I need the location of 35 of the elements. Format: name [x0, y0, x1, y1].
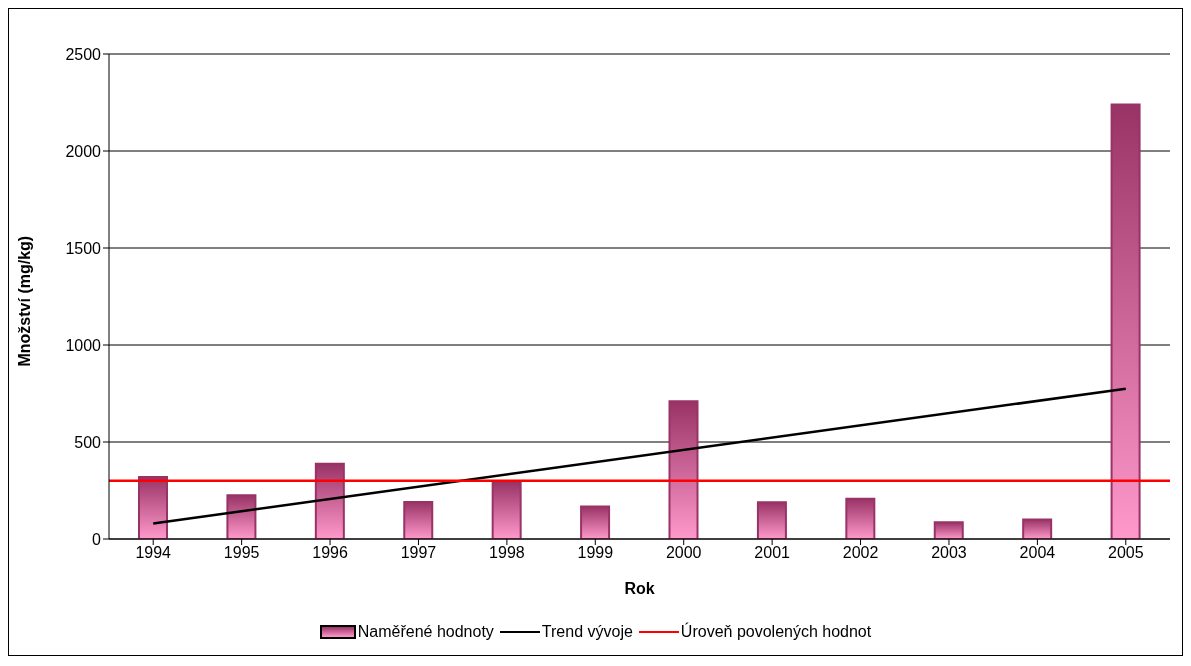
bar [1022, 518, 1053, 539]
y-tick-label: 1000 [65, 336, 102, 354]
x-tick-label: 2002 [842, 544, 879, 562]
bar [1110, 103, 1141, 539]
legend-label: Trend vývoje [541, 623, 633, 641]
bar [668, 400, 699, 539]
y-tick-label: 1500 [65, 239, 102, 257]
x-tick-label: 2000 [665, 544, 702, 562]
legend-label: Úroveň povolených hodnot [680, 623, 872, 641]
bar [580, 505, 611, 539]
bar [226, 494, 257, 539]
y-tick-label: 500 [74, 433, 102, 451]
bar [314, 462, 345, 539]
x-tick-label: 1996 [312, 544, 348, 562]
legend-label: Naměřené hodnoty [357, 623, 494, 641]
bar [845, 497, 876, 539]
y-tick-label: 2500 [65, 45, 102, 63]
x-tick-label: 2003 [931, 544, 967, 562]
bar [138, 475, 168, 539]
x-axis-title: Rok [624, 580, 655, 597]
x-tick-label: 1994 [135, 544, 172, 562]
y-axis-title: Množství (mg/kg) [15, 235, 33, 367]
bar [491, 480, 522, 539]
x-tick-label: 2001 [754, 544, 791, 562]
bar [756, 501, 787, 539]
y-tick-label: 0 [92, 530, 102, 548]
bar [933, 521, 964, 539]
x-tick-label: 1997 [400, 544, 437, 562]
y-tick-label: 2000 [65, 142, 102, 160]
x-tick-label: 2005 [1107, 544, 1144, 562]
x-tick-label: 2004 [1019, 544, 1056, 562]
x-tick-label: 1999 [577, 544, 614, 562]
x-tick-label: 1998 [489, 544, 525, 562]
x-tick-label: 1995 [223, 544, 260, 562]
bar [403, 500, 434, 539]
